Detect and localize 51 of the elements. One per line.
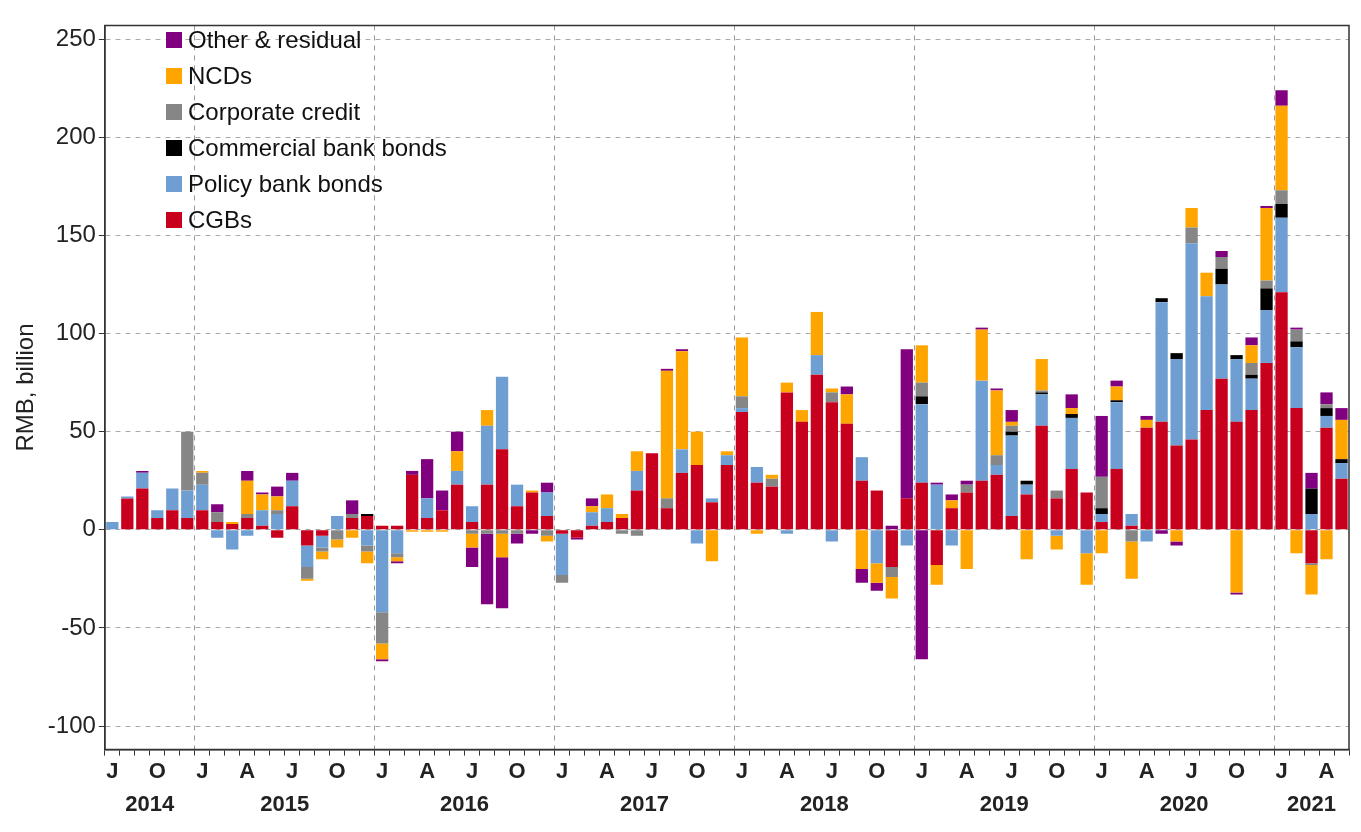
x-tick-label: J [555,757,569,783]
y-tick-label: -100 [47,710,96,738]
x-tick-label: J [735,757,749,783]
x-tick-label: A [1318,757,1335,783]
y-tick-label: 150 [55,220,96,248]
text: 2017 [620,791,669,817]
x-tick-label: O [688,757,706,783]
x-tick-label: A [778,757,795,783]
x-tick-label: A [419,757,436,783]
text: 2021 [1287,791,1336,817]
text: 2019 [979,791,1029,817]
text: 2018 [799,791,849,817]
x-tick-label: J [645,757,659,783]
y-tick-label: 100 [55,318,96,346]
y-tick-label: 0 [82,514,96,542]
y-tick-label: -50 [61,612,96,640]
x-tick-label: O [328,757,346,783]
x-tick-label: J [1275,757,1288,783]
x-tick-label: J [376,757,389,783]
y-tick-label: 250 [55,23,96,51]
x-tick-label: J [286,757,299,783]
legend-label: Corporate credit [188,97,361,127]
x-tick-label: J [1185,757,1198,783]
legend-label: Commercial bank bonds [188,133,447,163]
x-tick-label: J [1005,757,1018,783]
legend-label: NCDs [188,61,252,91]
y-tick-label: 200 [55,121,96,149]
legend-label: CGBs [188,205,253,235]
x-tick-label: O [1228,757,1246,783]
x-tick-label: A [599,757,616,783]
x-tick-label: A [958,757,975,783]
x-tick-label: A [239,757,256,783]
y-axis-title: RMB, billion [11,323,39,452]
text: 2014 [125,791,176,817]
legend-label: Policy bank bonds [188,169,383,199]
x-tick-label: J [825,757,838,783]
text: 2015 [260,791,310,817]
x-tick-label: O [868,757,886,783]
x-tick-label: J [106,757,119,783]
x-tick-label: A [1138,757,1155,783]
x-tick-label: J [465,757,479,783]
x-tick-label: O [1048,757,1066,783]
x-tick-label: J [915,757,928,783]
x-tick-label: J [1095,757,1108,783]
legend-label: Other & residual [188,25,362,55]
x-tick-label: O [508,757,526,783]
y-tick-label: 50 [69,416,96,444]
text: 2020 [1159,791,1209,817]
text: 2016 [440,791,490,817]
x-tick-label: J [196,757,209,783]
x-tick-label: O [148,757,166,783]
